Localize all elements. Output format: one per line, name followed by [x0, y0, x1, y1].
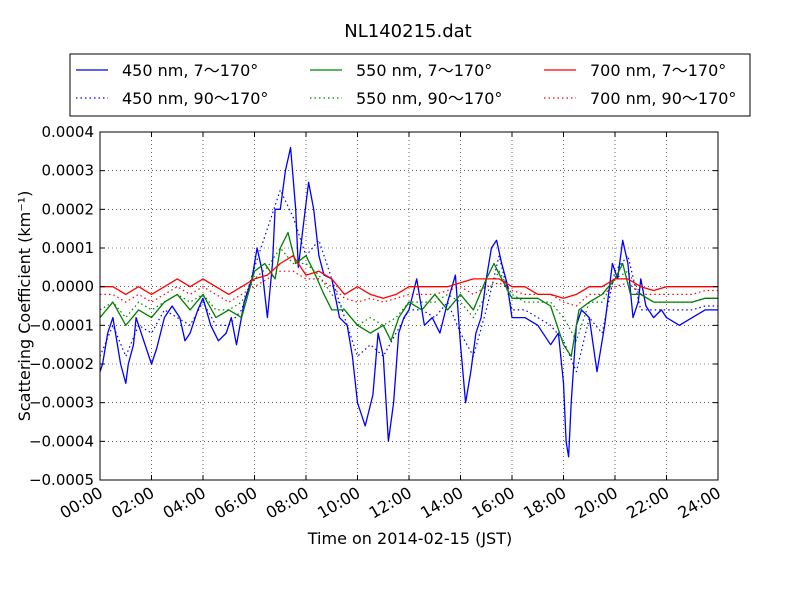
x-tick-label: 04:00 [160, 483, 209, 523]
legend-label: 450 nm, 7～170° [122, 61, 258, 80]
series-line [99, 231, 718, 357]
y-tick-label: 0.0000 [42, 278, 95, 296]
legend-label: 450 nm, 90～170° [122, 89, 268, 108]
x-tick-label: 10:00 [314, 483, 363, 523]
legend-label: 550 nm, 90～170° [356, 89, 502, 108]
x-tick-label: 16:00 [469, 483, 518, 523]
chart-title: NL140215.dat [344, 21, 471, 42]
legend-label: 700 nm, 7～170° [590, 61, 726, 80]
x-tick-label: 08:00 [263, 483, 312, 523]
y-axis-label: Scattering Coefficient (km⁻¹) [15, 191, 34, 422]
series-line [100, 255, 718, 299]
x-tick-label: 24:00 [675, 483, 724, 523]
y-tick-label: 0.0001 [42, 239, 95, 257]
x-tick-label: 12:00 [366, 483, 415, 523]
y-tick-label: −0.0004 [29, 432, 94, 450]
y-tick-label: −0.0005 [29, 471, 94, 489]
plot-background [100, 132, 718, 480]
legend-label: 700 nm, 90～170° [590, 89, 736, 108]
legend-label: 550 nm, 7～170° [356, 61, 492, 80]
y-tick-label: −0.0001 [29, 316, 94, 334]
x-tick-label: 18:00 [520, 483, 569, 523]
plot-area: 00:00 02:00 04:00 06:00 08:00 10:00 12:00 14:00… [29, 123, 724, 523]
series-line [99, 146, 718, 458]
series-line [100, 270, 718, 307]
y-tick-label: −0.0003 [29, 394, 94, 412]
legend-box [69, 53, 751, 117]
y-tick-label: 0.0003 [42, 162, 95, 180]
y-tick-label: −0.0002 [29, 355, 94, 373]
x-axis-label: Time on 2014-02-15 (JST) [307, 529, 512, 548]
series-layer [99, 146, 718, 458]
x-tick-label: 02:00 [108, 483, 157, 523]
legend: 450 nm, 7～170° 550 nm, 7～170° 700 nm, 7～17… [69, 53, 751, 117]
x-tick-label: 22:00 [623, 483, 672, 523]
x-tick-label: 20:00 [572, 483, 621, 523]
x-tick-label: 06:00 [211, 483, 260, 523]
y-tick-label: 0.0004 [42, 123, 95, 141]
y-tick-label: 0.0002 [42, 200, 95, 218]
x-tick-label: 14:00 [417, 483, 466, 523]
